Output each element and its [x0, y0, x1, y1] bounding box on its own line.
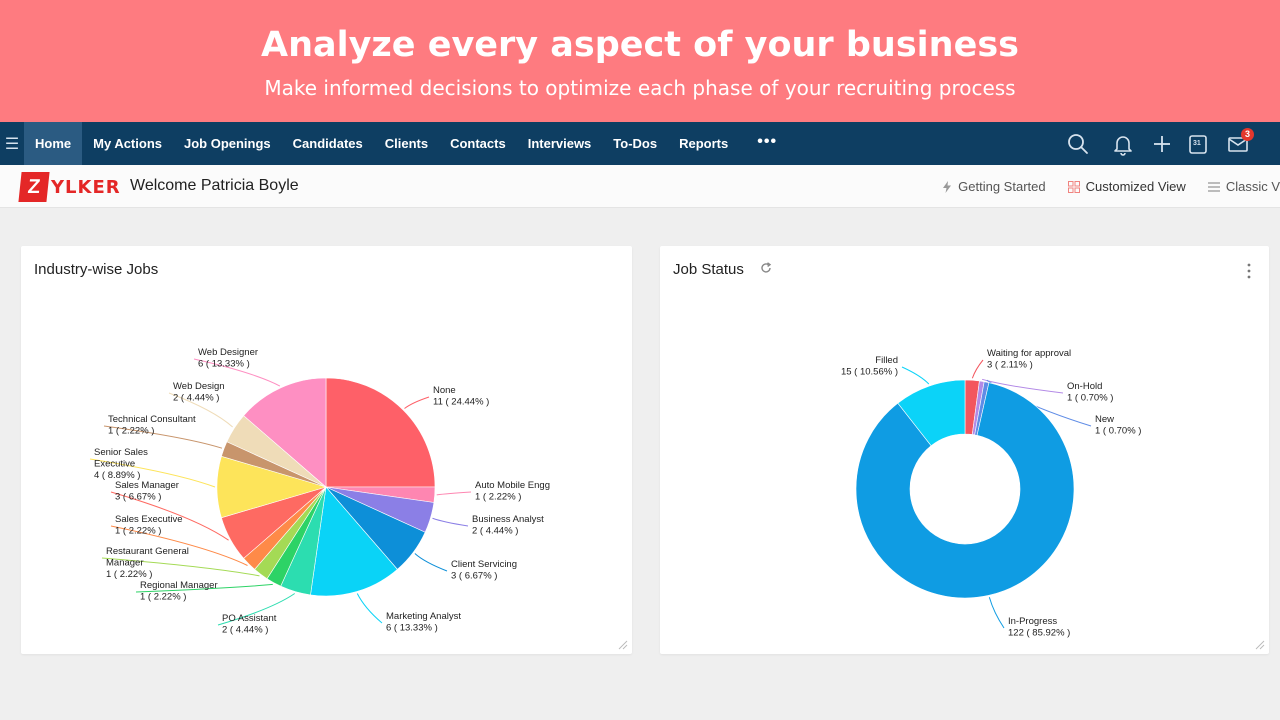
resize-handle-icon[interactable]: [1255, 640, 1265, 650]
lightning-icon: [943, 180, 952, 193]
slice-filled[interactable]: [897, 379, 966, 447]
hamburger-menu-icon[interactable]: ☰: [4, 135, 20, 153]
industry-jobs-card: Industry-wise Jobs None 11 ( 24.44% ) Auto…: [21, 246, 632, 654]
label-none: None 11 ( 24.44% ): [433, 385, 489, 408]
customized-view-label: Customized View: [1085, 179, 1186, 194]
zylker-logo[interactable]: Z YLKER: [18, 172, 121, 202]
add-icon[interactable]: [1150, 132, 1174, 156]
nav-tab-interviews[interactable]: Interviews: [527, 136, 592, 151]
mail-icon[interactable]: 3: [1226, 128, 1254, 156]
label-marketing-analyst: Marketing Analyst 6 ( 13.33% ): [386, 611, 461, 634]
leader-line: [168, 392, 233, 428]
leader-line: [901, 366, 930, 385]
page-header: Z YLKER Welcome Patricia Boyle Getting S…: [0, 165, 1280, 208]
banner-title: Analyze every aspect of your business: [261, 25, 1019, 65]
nav-tab-candidates[interactable]: Candidates: [292, 136, 363, 151]
grid-icon: [1067, 180, 1080, 193]
nav-actions: 31 3: [1068, 122, 1280, 165]
customized-view-link[interactable]: Customized View: [1067, 179, 1186, 194]
label-regional-manager: Regional Manager 1 ( 2.22% ): [140, 580, 218, 603]
classic-view-link[interactable]: Classic V: [1207, 179, 1280, 194]
slice-marketing-analyst[interactable]: [310, 486, 398, 597]
label-filled: Filled 15 ( 10.56% ): [841, 355, 898, 378]
getting-started-link[interactable]: Getting Started: [942, 179, 1046, 194]
mail-badge: 3: [1241, 128, 1254, 141]
classic-view-label: Classic V: [1225, 179, 1280, 194]
industry-jobs-title: Industry-wise Jobs: [34, 261, 159, 278]
logo-mark: Z: [18, 172, 50, 202]
label-client-servicing: Client Servicing 3 ( 6.67% ): [451, 559, 517, 582]
slice-none[interactable]: [325, 377, 436, 488]
leader-line: [89, 458, 216, 488]
label-web-designer: Web Designer 6 ( 13.33% ): [198, 347, 258, 370]
leader-line: [356, 593, 383, 624]
more-tabs-button[interactable]: •••: [757, 133, 778, 150]
leader-line: [404, 396, 430, 409]
promo-banner: Analyze every aspect of your business Ma…: [0, 0, 1280, 122]
nav-tab-clients[interactable]: Clients: [384, 136, 429, 151]
nav-tab-contacts[interactable]: Contacts: [450, 136, 506, 151]
label-sales-manager: Sales Manager 3 ( 6.67% ): [115, 480, 179, 503]
leader-line: [110, 525, 248, 566]
label-sales-executive: Sales Executive 1 ( 2.22% ): [115, 514, 183, 537]
label-business-analyst: Business Analyst 2 ( 4.44% ): [472, 514, 544, 537]
resize-handle-icon[interactable]: [618, 640, 628, 650]
calendar-icon[interactable]: 31: [1186, 132, 1210, 156]
leader-line: [217, 593, 296, 626]
nav-tab-reports[interactable]: Reports: [679, 136, 729, 151]
label-on-hold: On-Hold 1 ( 0.70% ): [1067, 381, 1113, 404]
search-icon[interactable]: [1066, 132, 1090, 156]
leader-line: [971, 359, 984, 379]
leader-line: [103, 425, 223, 449]
leader-line: [436, 491, 472, 496]
leader-line: [988, 597, 1005, 629]
slice-in-progress[interactable]: [855, 382, 1075, 599]
label-po-assistant: PO Assistant 2 ( 4.44% ): [222, 613, 277, 636]
top-navbar: ☰ Home My Actions Job Openings Candidate…: [0, 122, 1280, 165]
leader-line: [110, 491, 229, 541]
nav-tab-home[interactable]: Home: [24, 122, 83, 165]
view-links: Getting Started Customized View Classic …: [920, 165, 1280, 208]
refresh-icon[interactable]: [759, 261, 773, 275]
industry-pie-chart: None 11 ( 24.44% ) Auto Mobile Engg 1 ( 2.2…: [89, 347, 550, 636]
label-senior-sales-executive: Senior Sales Executive 4 ( 8.89% ): [94, 447, 148, 481]
job-status-card: Job Status Waiting for approval 3 ( 2.11%…: [660, 246, 1269, 654]
list-icon: [1207, 181, 1220, 192]
label-auto-mobile-engg: Auto Mobile Engg 1 ( 2.22% ): [475, 480, 550, 503]
leader-line: [135, 583, 273, 593]
label-restaurant-general-manager: Restaurant General Manager 1 ( 2.22% ): [106, 546, 189, 580]
nav-tabs: Home My Actions Job Openings Candidates …: [24, 122, 795, 165]
label-new: New 1 ( 0.70% ): [1095, 414, 1141, 437]
calendar-date: 31: [1193, 140, 1201, 147]
label-waiting-for-approval: Waiting for approval 3 ( 2.11% ): [987, 348, 1071, 371]
banner-subtitle: Make informed decisions to optimize each…: [264, 76, 1016, 100]
leader-line: [193, 358, 281, 387]
leader-line: [432, 517, 469, 527]
job-status-title: Job Status: [673, 261, 744, 278]
slice-web-designer[interactable]: [243, 377, 327, 488]
nav-tab-job-openings[interactable]: Job Openings: [183, 136, 271, 151]
getting-started-label: Getting Started: [958, 179, 1046, 194]
calendar-glyph-icon: [1189, 135, 1207, 154]
bell-icon[interactable]: [1111, 132, 1135, 156]
leader-line: [101, 557, 260, 577]
job-status-donut-chart: Waiting for approval 3 ( 2.11% ) On-Hold 1 …: [841, 348, 1142, 639]
welcome-message: Welcome Patricia Boyle: [130, 177, 299, 194]
nav-tab-to-dos[interactable]: To-Dos: [613, 136, 658, 151]
nav-tab-my-actions[interactable]: My Actions: [93, 136, 162, 151]
more-options-icon[interactable]: [1247, 263, 1251, 279]
label-in-progress: In-Progress 122 ( 85.92% ): [1008, 616, 1070, 639]
logo-text: YLKER: [51, 176, 121, 198]
envelope-icon: [1228, 137, 1248, 152]
label-web-design: Web Design 2 ( 4.44% ): [173, 381, 225, 404]
leader-line: [414, 553, 448, 572]
label-technical-consultant: Technical Consultant 1 ( 2.22% ): [108, 414, 196, 437]
